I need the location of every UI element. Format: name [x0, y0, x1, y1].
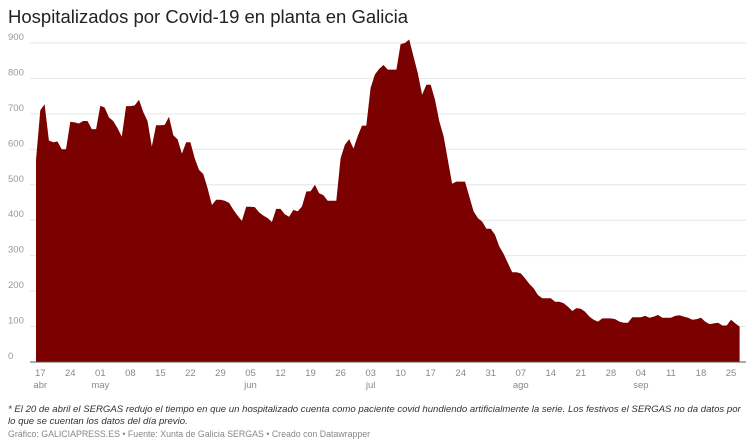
- x-tick-label: 15: [155, 368, 166, 379]
- x-tick-label: 08: [125, 368, 136, 379]
- x-tick-label: 05: [245, 368, 256, 379]
- x-tick-label: 21: [576, 368, 587, 379]
- x-month-label: ago: [513, 380, 529, 391]
- chart-title: Hospitalizados por Covid-19 en planta en…: [8, 6, 409, 27]
- x-tick-label: 26: [335, 368, 346, 379]
- x-tick-label: 17: [35, 368, 46, 379]
- x-tick-label: 12: [275, 368, 286, 379]
- x-tick-label: 24: [65, 368, 76, 379]
- y-tick-label: 100: [8, 316, 24, 327]
- credit-line: Gráfico: GALICIAPRESS.ES • Fuente: Xunta…: [8, 429, 371, 439]
- x-tick-label: 03: [365, 368, 376, 379]
- x-tick-label: 17: [425, 368, 436, 379]
- x-tick-label: 04: [636, 368, 647, 379]
- y-tick-label: 200: [8, 280, 24, 291]
- x-month-label: jun: [243, 380, 257, 391]
- x-tick-label: 07: [515, 368, 526, 379]
- footnote: * El 20 de abril el SERGAS redujo el tie…: [8, 404, 741, 427]
- area-series: [36, 39, 740, 362]
- x-month-label: may: [91, 380, 109, 391]
- x-month-label: sep: [633, 380, 648, 391]
- x-tick-label: 29: [215, 368, 226, 379]
- x-tick-label: 24: [455, 368, 466, 379]
- x-tick-label: 18: [696, 368, 707, 379]
- y-tick-label: 600: [8, 138, 24, 149]
- y-tick-label: 0: [8, 351, 13, 362]
- x-tick-label: 10: [395, 368, 406, 379]
- x-tick-label: 28: [606, 368, 617, 379]
- x-month-label: jul: [365, 380, 376, 391]
- y-tick-label: 800: [8, 67, 24, 78]
- y-tick-label: 900: [8, 32, 24, 43]
- x-tick-label: 11: [666, 368, 676, 379]
- x-tick-label: 22: [185, 368, 196, 379]
- x-tick-label: 01: [95, 368, 106, 379]
- x-tick-label: 14: [546, 368, 557, 379]
- x-tick-label: 31: [485, 368, 496, 379]
- y-tick-label: 400: [8, 209, 24, 220]
- x-tick-label: 19: [305, 368, 316, 379]
- y-tick-label: 700: [8, 103, 24, 114]
- y-tick-label: 500: [8, 174, 24, 185]
- x-month-label: abr: [33, 380, 47, 391]
- y-tick-label: 300: [8, 245, 24, 256]
- x-tick-label: 25: [726, 368, 737, 379]
